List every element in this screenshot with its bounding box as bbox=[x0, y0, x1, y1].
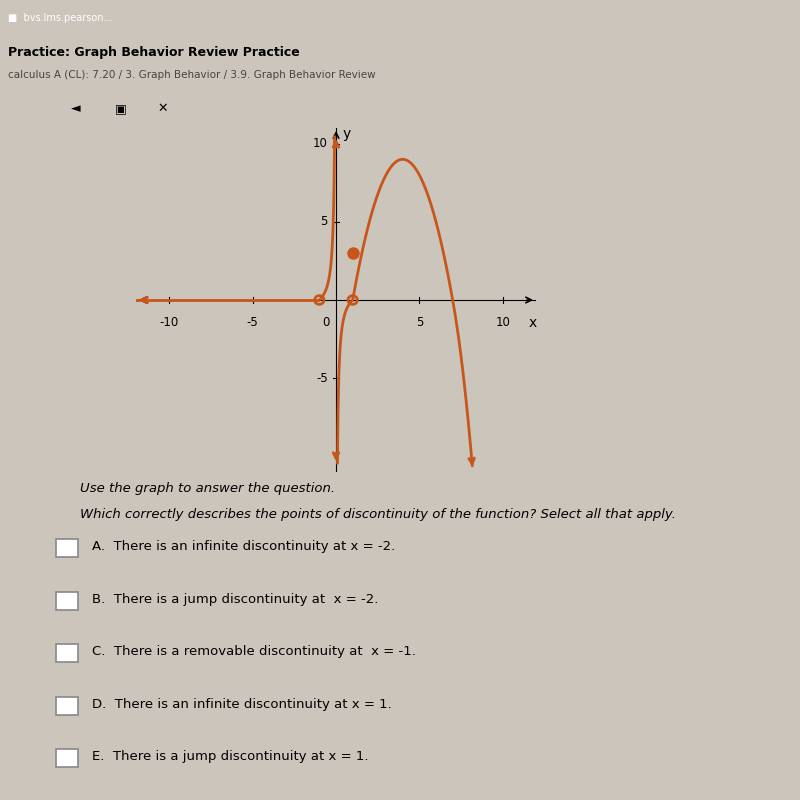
Text: 5: 5 bbox=[416, 316, 423, 329]
FancyBboxPatch shape bbox=[56, 749, 78, 767]
Text: A.  There is an infinite discontinuity at x = -2.: A. There is an infinite discontinuity at… bbox=[92, 540, 395, 553]
Text: ▣: ▣ bbox=[114, 102, 126, 115]
Text: ✕: ✕ bbox=[158, 102, 168, 115]
Text: Use the graph to answer the question.: Use the graph to answer the question. bbox=[80, 482, 335, 495]
FancyBboxPatch shape bbox=[56, 592, 78, 610]
Text: B.  There is a jump discontinuity at  x = -2.: B. There is a jump discontinuity at x = … bbox=[92, 593, 378, 606]
Text: C.  There is a removable discontinuity at  x = -1.: C. There is a removable discontinuity at… bbox=[92, 645, 416, 658]
Text: y: y bbox=[342, 127, 351, 142]
Text: E.  There is a jump discontinuity at x = 1.: E. There is a jump discontinuity at x = … bbox=[92, 750, 369, 763]
FancyBboxPatch shape bbox=[56, 697, 78, 714]
FancyBboxPatch shape bbox=[56, 644, 78, 662]
Text: -5: -5 bbox=[246, 316, 258, 329]
Text: 10: 10 bbox=[313, 137, 328, 150]
Text: ◄: ◄ bbox=[71, 102, 81, 115]
Text: 10: 10 bbox=[495, 316, 510, 329]
FancyBboxPatch shape bbox=[56, 539, 78, 558]
Text: 5: 5 bbox=[320, 215, 328, 228]
Text: Which correctly describes the points of discontinuity of the function? Select al: Which correctly describes the points of … bbox=[80, 508, 676, 521]
Text: -10: -10 bbox=[160, 316, 179, 329]
Text: 0: 0 bbox=[322, 316, 330, 329]
Text: Practice: Graph Behavior Review Practice: Practice: Graph Behavior Review Practice bbox=[8, 46, 300, 58]
Text: x: x bbox=[529, 316, 537, 330]
Text: -5: -5 bbox=[316, 372, 328, 385]
Text: ■  bvs.lms.pearson...: ■ bvs.lms.pearson... bbox=[8, 13, 113, 23]
Text: D.  There is an infinite discontinuity at x = 1.: D. There is an infinite discontinuity at… bbox=[92, 698, 392, 710]
Text: calculus A (CL): 7.20 / 3. Graph Behavior / 3.9. Graph Behavior Review: calculus A (CL): 7.20 / 3. Graph Behavio… bbox=[8, 70, 376, 80]
